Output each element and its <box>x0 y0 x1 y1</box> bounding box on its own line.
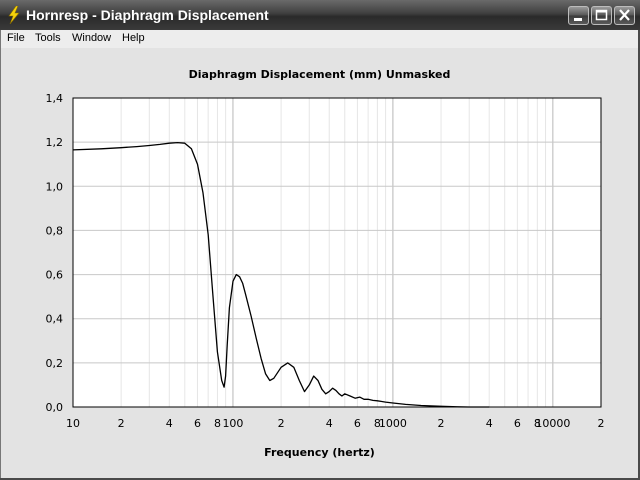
x-tick-label: 6 <box>354 417 361 430</box>
plot-border <box>72 97 602 408</box>
displacement-chart: 0,00,20,40,60,81,01,21,410 2 4 6 8 100 2 4 6 8100… <box>46 92 605 430</box>
window-frame-left <box>0 30 1 480</box>
y-tick-label: 1,2 <box>46 136 64 149</box>
x-tick-label: 4 <box>166 417 173 430</box>
x-tick-label: 4 <box>486 417 493 430</box>
x-tick-label: 8 <box>214 417 221 430</box>
x-tick-label: 10 <box>66 417 80 430</box>
x-tick-label: 10000 <box>535 417 570 430</box>
y-tick-label: 0,6 <box>46 269 64 282</box>
displacement-series-line <box>72 141 490 408</box>
y-tick-label: 0,4 <box>46 313 64 326</box>
x-axis-label: Frequency (hertz) <box>264 446 375 459</box>
x-tick-label: 6 <box>194 417 201 430</box>
chart-area: Diaphragm Displacement (mm) Unmasked 0,0… <box>1 48 638 479</box>
close-button[interactable] <box>614 6 635 25</box>
x-tick-label: 6 <box>514 417 521 430</box>
x-tick-label: 1000 <box>379 417 407 430</box>
menu-help[interactable]: Help <box>122 32 145 44</box>
title-bar[interactable]: Hornresp - Diaphragm Displacement <box>0 0 640 30</box>
x-tick-label: 8 <box>534 417 541 430</box>
x-tick-label: 2 <box>278 417 285 430</box>
y-tick-label: 0,0 <box>46 401 64 414</box>
x-tick-label: 2 <box>118 417 125 430</box>
minimize-button[interactable] <box>568 6 589 25</box>
x-tick-label: 4 <box>326 417 333 430</box>
window-frame-right <box>638 30 640 480</box>
y-tick-label: 0,8 <box>46 224 64 237</box>
minimize-icon <box>574 18 582 21</box>
lightning-bolt-icon <box>8 6 20 24</box>
maximize-button[interactable] <box>591 6 612 25</box>
maximize-icon <box>595 9 608 21</box>
y-tick-label: 0,2 <box>46 357 64 370</box>
menu-tools[interactable]: Tools <box>35 32 61 44</box>
menu-bar: File Tools Window Help <box>0 30 640 48</box>
window-frame-bottom <box>0 478 640 480</box>
menu-window[interactable]: Window <box>72 32 112 44</box>
y-tick-label: 1,4 <box>46 92 64 105</box>
x-tick-label: 2 <box>438 417 445 430</box>
y-tick-label: 1,0 <box>46 180 64 193</box>
plot-background <box>73 98 601 407</box>
x-tick-label: 2 <box>598 417 605 430</box>
chart-title: Diaphragm Displacement (mm) Unmasked <box>188 68 451 81</box>
close-icon <box>619 9 630 21</box>
x-tick-label: 8 <box>374 417 381 430</box>
menu-file[interactable]: File <box>7 32 25 44</box>
window-title: Hornresp - Diaphragm Displacement <box>26 7 269 23</box>
x-tick-label: 100 <box>222 417 243 430</box>
